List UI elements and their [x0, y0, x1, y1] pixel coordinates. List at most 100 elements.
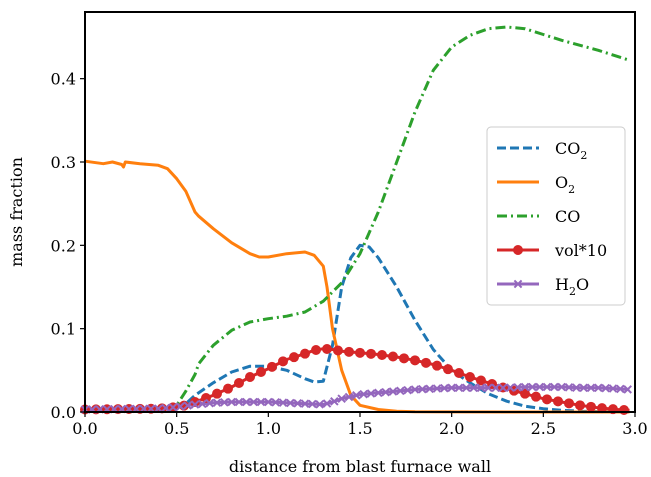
- x-tick-label: 1.5: [347, 419, 372, 438]
- series-marker-4: [498, 383, 508, 393]
- series-marker-4: [403, 385, 412, 395]
- series-marker-4: [440, 383, 449, 393]
- series-marker-4: [572, 383, 581, 392]
- series-marker-4: [425, 384, 434, 394]
- series-marker-4: [330, 397, 339, 406]
- series-marker-4: [513, 383, 522, 392]
- series-marker-4: [198, 399, 207, 409]
- series-marker-4: [161, 403, 170, 413]
- y-tick-label: 0.2: [51, 236, 76, 255]
- series-marker-3: [300, 348, 310, 359]
- legend-label-subscript: 2: [580, 149, 587, 162]
- series-marker-4: [381, 387, 390, 397]
- legend-label-text: O: [555, 173, 568, 192]
- series-marker-4: [176, 402, 185, 411]
- series-marker-4: [535, 382, 544, 392]
- series-marker-4: [168, 403, 178, 412]
- series-marker-3: [377, 350, 387, 360]
- series-marker-3: [520, 388, 530, 399]
- series-marker-4: [293, 399, 302, 408]
- series-marker-4: [271, 398, 280, 407]
- x-tick-label: 0.5: [164, 419, 189, 438]
- series-marker-4: [249, 397, 258, 407]
- legend-label-3: vol*10: [554, 241, 607, 260]
- series-marker-4: [344, 392, 354, 402]
- series-marker-4: [564, 383, 574, 392]
- legend-label-4: H2O: [555, 275, 589, 298]
- series-marker-4: [469, 383, 478, 393]
- series-marker-4: [220, 398, 229, 407]
- y-tick-label: 0.1: [51, 320, 76, 339]
- x-tick-label: 2.5: [531, 419, 556, 438]
- y-tick-label: 0.0: [51, 403, 76, 422]
- series-marker-4: [608, 384, 618, 393]
- series-marker-4: [286, 398, 295, 408]
- legend-label-text: H: [555, 275, 569, 294]
- series-marker-4: [586, 383, 596, 393]
- series-marker-4: [506, 383, 515, 392]
- series-marker-4: [352, 391, 361, 400]
- series-marker-4: [520, 382, 530, 392]
- series-marker-3: [531, 391, 541, 402]
- x-axis-ticks: 0.0 0.5 1.0 1.5 2.0 2.5 3.0: [72, 412, 648, 438]
- series-marker-3: [410, 355, 420, 366]
- series-marker-4: [308, 399, 317, 409]
- y-axis-label: mass fraction: [7, 157, 26, 267]
- series-marker-3: [223, 383, 233, 394]
- series-marker-4: [183, 401, 192, 410]
- series-marker-3: [333, 345, 343, 356]
- series-marker-4: [227, 397, 236, 407]
- series-marker-4: [484, 383, 493, 393]
- series-marker-3: [256, 367, 266, 377]
- series-marker-4: [190, 400, 200, 409]
- legend-label-0: CO2: [555, 139, 587, 162]
- series-marker-3: [344, 346, 354, 357]
- series-markers: [80, 344, 632, 415]
- y-tick-label: 0.3: [51, 153, 76, 172]
- series-marker-4: [315, 400, 324, 409]
- series-marker-3: [465, 372, 475, 382]
- series-marker-4: [205, 398, 214, 408]
- series-marker-3: [212, 388, 222, 399]
- legend-label-subscript: 2: [568, 183, 575, 196]
- series-marker-4: [462, 383, 471, 393]
- series-marker-4: [616, 384, 625, 394]
- series-marker-3: [311, 345, 321, 355]
- series-marker-4: [264, 397, 273, 407]
- series-marker-4: [242, 397, 251, 407]
- series-marker-3: [245, 372, 255, 382]
- series-marker-4: [550, 382, 559, 392]
- series-marker-4: [601, 383, 610, 393]
- legend-label-suffix: O: [576, 275, 589, 294]
- series-marker-4: [396, 386, 405, 396]
- x-axis-label: distance from blast furnace wall: [229, 457, 491, 476]
- series-marker-3: [432, 360, 442, 371]
- series-marker-4: [557, 382, 566, 392]
- series-marker-4: [491, 383, 500, 393]
- legend-box: [486, 126, 626, 306]
- legend-label-subscript: 2: [569, 285, 576, 298]
- series-marker-3: [388, 351, 398, 362]
- series-marker-4: [234, 397, 244, 407]
- series-marker-4: [623, 385, 632, 394]
- series-marker-3: [619, 404, 629, 415]
- series-marker-4: [359, 389, 368, 399]
- y-axis-ticks: 0.0 0.1 0.2 0.3 0.4: [51, 70, 85, 422]
- x-tick-label: 0.0: [72, 419, 97, 438]
- series-marker-3: [366, 348, 376, 359]
- series-marker-3: [443, 364, 453, 375]
- series-marker-4: [476, 383, 486, 393]
- series-marker-4: [432, 384, 442, 393]
- series-marker-4: [410, 385, 420, 394]
- series-marker-4: [300, 399, 310, 408]
- series-marker-3: [553, 396, 563, 407]
- series-marker-4: [388, 387, 398, 396]
- series-marker-3: [322, 344, 332, 354]
- series-marker-3: [289, 352, 299, 363]
- series-marker-4: [594, 383, 603, 393]
- series-marker-4: [366, 389, 376, 398]
- x-tick-label: 3.0: [622, 419, 647, 438]
- series-marker-3: [355, 347, 365, 358]
